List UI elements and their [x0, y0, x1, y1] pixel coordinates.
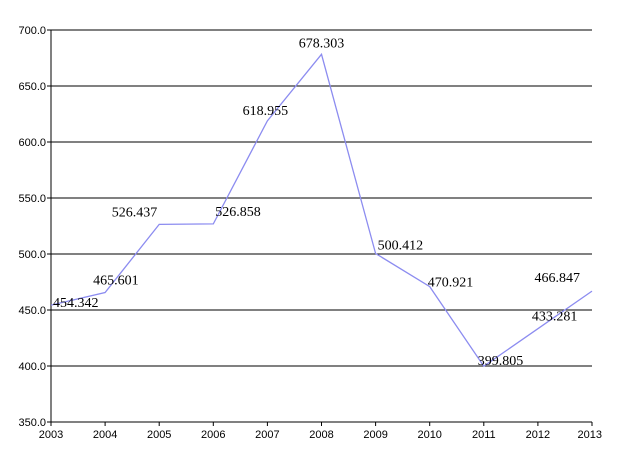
x-tick-label: 2006	[201, 429, 225, 441]
data-labels: 454.342 465.601 526.437 526.858 618.955 678.3…	[53, 36, 580, 369]
y-tick-label: 500.0	[18, 249, 46, 261]
x-tick-label: 2012	[526, 429, 550, 441]
y-tick-label: 450.0	[18, 305, 46, 317]
x-tick-label: 2009	[363, 429, 387, 441]
y-tick-label: 700.0	[18, 25, 46, 37]
data-label: 526.437	[112, 205, 158, 220]
y-tick-label: 550.0	[18, 193, 46, 205]
gridlines	[51, 29, 592, 367]
data-label: 500.412	[378, 239, 424, 254]
x-tick-label: 2003	[39, 429, 63, 441]
x-tick-labels: 2003 2004 2005 2006 2007 2008 2009 2010 2011 2012…	[39, 429, 602, 441]
series-line	[50, 52, 593, 368]
y-tick-labels: 350.0 400.0 450.0 500.0 550.0 600.0 650.0 700.0	[18, 25, 46, 429]
data-label: 526.858	[215, 205, 260, 220]
data-label: 466.847	[535, 271, 581, 286]
data-label: 465.601	[93, 274, 139, 289]
y-tick-label: 400.0	[18, 361, 46, 373]
data-label: 470.921	[428, 276, 474, 291]
x-tick-label: 2005	[147, 429, 171, 441]
x-tick-label: 2013	[578, 429, 602, 441]
axes	[47, 29, 593, 426]
y-tick-label: 650.0	[18, 81, 46, 93]
y-tick-label: 350.0	[18, 417, 46, 429]
x-tick-label: 2011	[472, 429, 496, 441]
y-tick-label: 600.0	[18, 137, 46, 149]
series-layer	[50, 52, 593, 368]
x-tick-label: 2007	[255, 429, 279, 441]
x-tick-label: 2004	[93, 429, 117, 441]
data-label: 399.805	[478, 354, 524, 369]
data-label: 618.955	[243, 104, 289, 119]
data-label: 678.303	[299, 36, 345, 51]
data-label: 454.342	[53, 296, 99, 311]
data-label: 433.281	[532, 310, 578, 325]
x-tick-label: 2010	[417, 429, 441, 441]
x-tick-label: 2008	[309, 429, 333, 441]
